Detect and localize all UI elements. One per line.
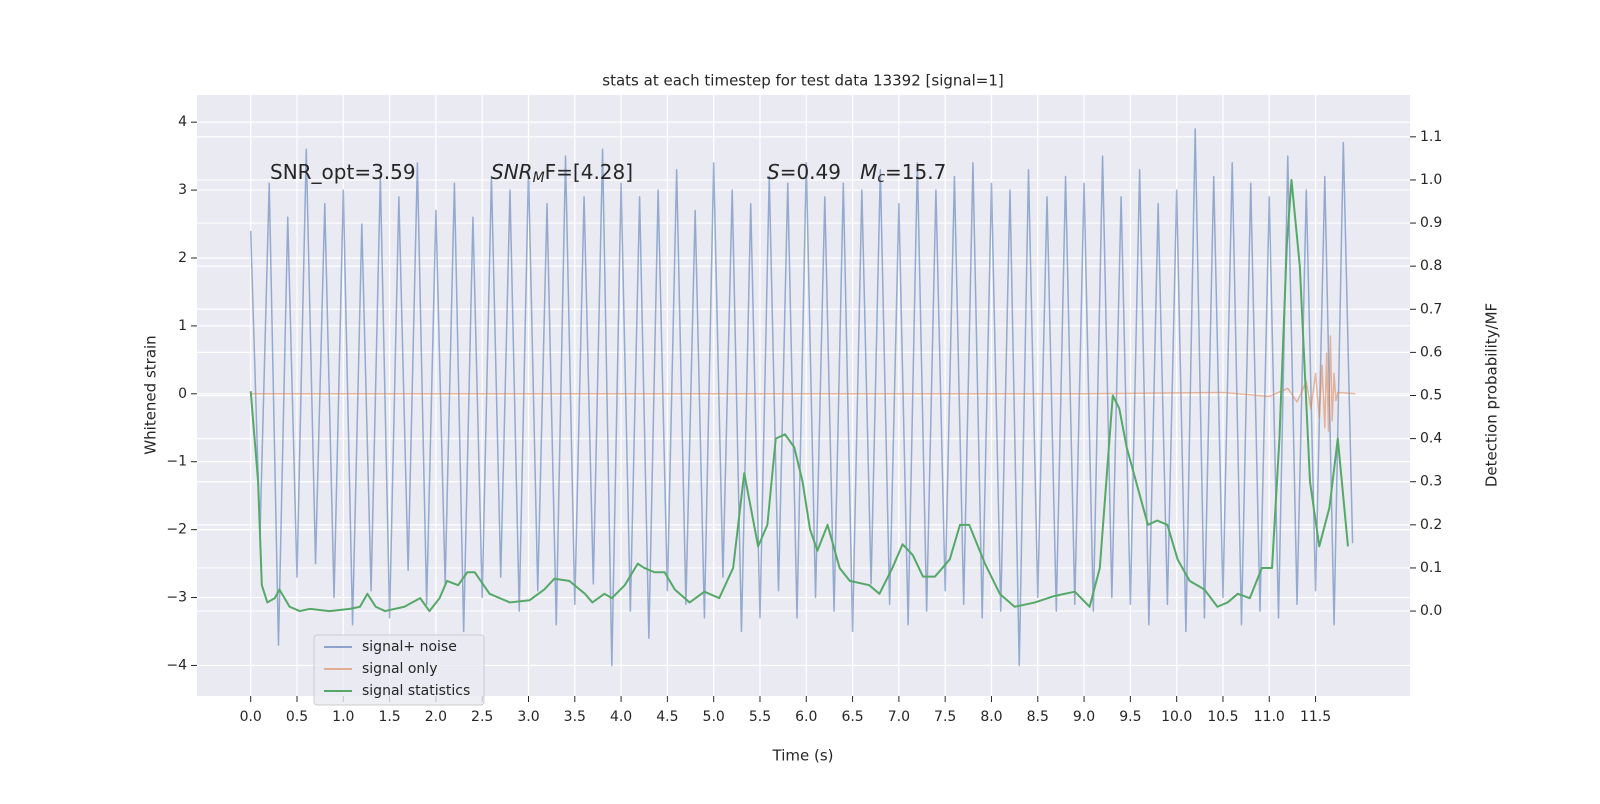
annotation: SNRMF=[4.28] — [491, 160, 633, 187]
y2-tick-label: 0.8 — [1420, 258, 1442, 274]
x-tick-label: 3.5 — [564, 709, 586, 725]
series-line — [250, 335, 1356, 432]
y2-tick-label: 0.3 — [1420, 474, 1442, 490]
x-tick-label: 11.5 — [1300, 709, 1331, 725]
x-tick-label: 4.5 — [656, 709, 678, 725]
x-tick-label: 6.0 — [795, 709, 817, 725]
legend-box — [313, 634, 485, 706]
y2-tick-label: 1.0 — [1420, 172, 1442, 188]
y-tick-label: 3 — [178, 182, 187, 198]
x-tick-label: 4.0 — [610, 709, 632, 725]
x-tick-label: 10.0 — [1161, 709, 1192, 725]
x-tick-label: 1.5 — [378, 709, 400, 725]
legend-label: signal+ noise — [362, 639, 457, 655]
annotation-part: SNR_opt=3.59 — [270, 160, 416, 184]
y-tick-label: −1 — [166, 454, 187, 470]
y2-axis-label: Detection probability/MF — [1483, 303, 1501, 487]
series-line — [249, 128, 1354, 667]
x-tick-label: 10.5 — [1207, 709, 1238, 725]
annotation-part: c — [877, 170, 885, 186]
x-tick-label: 3.0 — [517, 709, 539, 725]
y-axis-label: Whitened strain — [142, 335, 160, 454]
x-tick-label: 2.5 — [471, 709, 493, 725]
annotation-part: =15.7 — [885, 160, 946, 184]
y2-tick-label: 0.2 — [1420, 517, 1442, 533]
y-tick-label: −2 — [166, 522, 187, 538]
y-tick-label: 0 — [178, 386, 187, 402]
y2-tick-label: 1.1 — [1420, 129, 1442, 145]
annotation: S=0.49 Mc=15.7 — [767, 160, 946, 187]
legend-label: signal only — [362, 661, 437, 677]
x-tick-label: 11.0 — [1254, 709, 1285, 725]
annotation-part: F=[4.28] — [545, 160, 633, 184]
y-tick-label: 2 — [178, 250, 187, 266]
y2-tick-label: 0.9 — [1420, 215, 1442, 231]
y2-tick-label: 0.4 — [1420, 431, 1442, 447]
y-tick-label: −3 — [166, 590, 187, 606]
annotation-part: M — [860, 160, 877, 184]
annotation-part: =0.49 — [780, 160, 860, 184]
legend-label: signal statistics — [362, 683, 470, 699]
y2-tick-label: 0.1 — [1420, 560, 1442, 576]
y2-tick-label: 0.6 — [1420, 344, 1442, 360]
x-tick-label: 6.5 — [841, 709, 863, 725]
x-tick-label: 2.0 — [425, 709, 447, 725]
x-tick-label: 5.0 — [703, 709, 725, 725]
annotation-part: S — [767, 160, 780, 184]
series-line — [249, 178, 1349, 613]
x-tick-label: 1.0 — [332, 709, 354, 725]
annotation: SNR_opt=3.59 — [270, 160, 416, 184]
x-tick-label: 8.0 — [980, 709, 1002, 725]
x-axis-label: Time (s) — [772, 747, 834, 765]
x-tick-label: 0.5 — [286, 709, 308, 725]
x-tick-label: 9.5 — [1119, 709, 1141, 725]
x-tick-label: 0.0 — [240, 709, 262, 725]
x-tick-label: 7.0 — [888, 709, 910, 725]
y-tick-label: 4 — [178, 114, 187, 130]
annotation-part: M — [533, 170, 545, 186]
y2-tick-label: 0.7 — [1420, 301, 1442, 317]
x-tick-label: 9.0 — [1073, 709, 1095, 725]
y-tick-label: 1 — [178, 318, 187, 334]
y-tick-label: −4 — [166, 657, 187, 673]
y2-tick-label: 0.0 — [1420, 603, 1442, 619]
x-tick-label: 7.5 — [934, 709, 956, 725]
annotation-part: SNR — [491, 160, 533, 184]
y2-tick-label: 0.5 — [1420, 388, 1442, 404]
x-tick-label: 8.5 — [1027, 709, 1049, 725]
x-tick-label: 5.5 — [749, 709, 771, 725]
chart-title: stats at each timestep for test data 133… — [602, 72, 1003, 90]
